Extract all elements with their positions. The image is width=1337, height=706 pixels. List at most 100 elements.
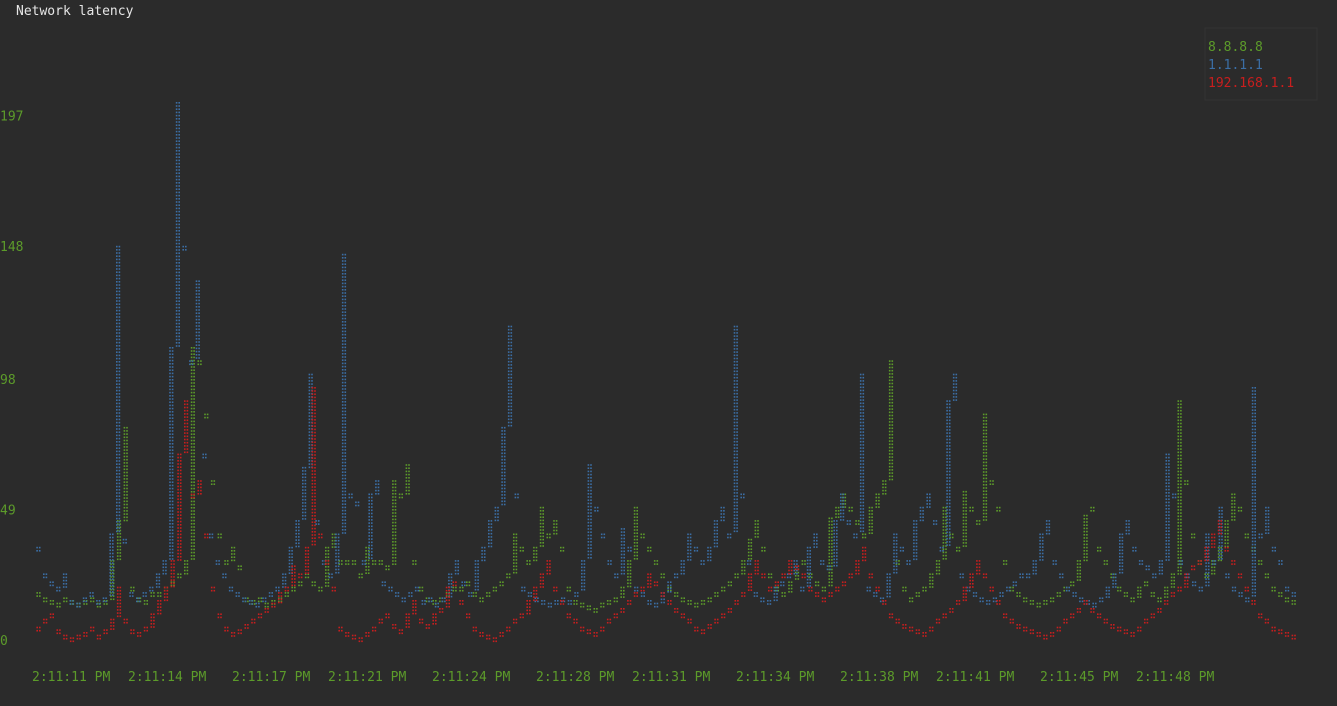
data-point [116, 245, 121, 533]
data-point [184, 400, 189, 454]
y-tick-label: 98 [0, 373, 16, 388]
data-point [155, 573, 161, 588]
data-point [1003, 613, 1008, 619]
data-point [395, 592, 400, 597]
data-point [534, 597, 539, 603]
data-point [721, 613, 726, 619]
data-point [855, 520, 860, 525]
data-point [835, 506, 840, 518]
data-point [1137, 626, 1142, 632]
data-point [800, 586, 805, 592]
data-point [499, 581, 504, 587]
data-point [976, 520, 981, 525]
data-point [1184, 573, 1189, 588]
data-point [224, 560, 229, 565]
data-point [962, 490, 967, 547]
data-point [474, 560, 479, 591]
data-point [899, 546, 904, 552]
data-point [1204, 546, 1209, 562]
data-point [69, 637, 75, 643]
data-point [820, 560, 825, 565]
data-point [660, 592, 665, 597]
data-point [1103, 618, 1108, 624]
data-point [331, 533, 336, 548]
data-point [593, 608, 598, 613]
data-point [325, 546, 330, 587]
data-point [780, 581, 785, 587]
data-point [368, 493, 373, 560]
data-point [506, 573, 511, 579]
data-point [235, 592, 240, 597]
data-point [197, 480, 202, 495]
data-point [573, 618, 578, 624]
data-point [1271, 626, 1276, 632]
data-point [122, 538, 127, 544]
y-tick-label: 148 [0, 240, 23, 255]
data-point [398, 493, 403, 499]
data-point [428, 597, 433, 603]
legend-item-192-168-1-1: 192.168.1.1 [1208, 76, 1294, 91]
data-point [600, 533, 606, 539]
data-point [929, 573, 934, 588]
data-point [1105, 586, 1110, 598]
plot-area [36, 102, 1296, 643]
legend-item-1-1-1-1: 1.1.1.1 [1208, 58, 1263, 73]
data-point [123, 618, 128, 624]
data-point [1157, 597, 1162, 603]
data-point [116, 586, 122, 618]
data-point [627, 546, 632, 552]
data-point [1023, 597, 1028, 603]
data-point [341, 253, 347, 534]
data-point [926, 493, 931, 508]
data-point [348, 493, 353, 499]
data-point [714, 618, 719, 624]
data-point [217, 533, 222, 539]
data-point [378, 560, 383, 565]
data-point [969, 573, 974, 588]
data-point [202, 453, 207, 459]
data-point [1032, 560, 1037, 575]
data-point [554, 600, 559, 605]
data-point [707, 597, 712, 603]
data-point [1130, 632, 1135, 637]
data-point [150, 613, 155, 628]
data-point [96, 634, 101, 640]
data-point [620, 586, 625, 598]
data-point [835, 586, 840, 592]
data-point [794, 565, 800, 571]
data-point [1144, 618, 1149, 624]
series-1-1-1-1 [36, 102, 1296, 608]
data-point [43, 597, 48, 603]
data-point [539, 506, 544, 547]
data-point [338, 626, 343, 632]
data-point [1291, 592, 1296, 597]
data-point [767, 600, 772, 605]
data-point [189, 360, 194, 366]
data-point [311, 581, 316, 587]
x-tick-label: 2:11:14 PM [128, 670, 206, 685]
data-point [1177, 586, 1182, 592]
data-point [231, 546, 236, 562]
data-point [149, 586, 154, 592]
data-point [840, 493, 845, 521]
data-point [882, 600, 887, 605]
data-point [43, 618, 48, 624]
data-point [526, 600, 531, 615]
data-point [996, 506, 1001, 512]
data-point [284, 586, 289, 592]
data-point [566, 586, 571, 592]
data-point [421, 600, 426, 605]
data-point [514, 493, 519, 499]
data-point [1090, 608, 1095, 613]
data-point [875, 493, 880, 508]
data-point [1197, 560, 1202, 565]
data-point [962, 586, 967, 602]
data-point [434, 602, 439, 608]
data-point [574, 592, 579, 597]
data-point [170, 581, 175, 587]
data-point [1165, 453, 1170, 561]
data-point [580, 626, 585, 632]
data-point [989, 586, 994, 592]
data-point [922, 632, 927, 637]
data-point [768, 573, 773, 579]
